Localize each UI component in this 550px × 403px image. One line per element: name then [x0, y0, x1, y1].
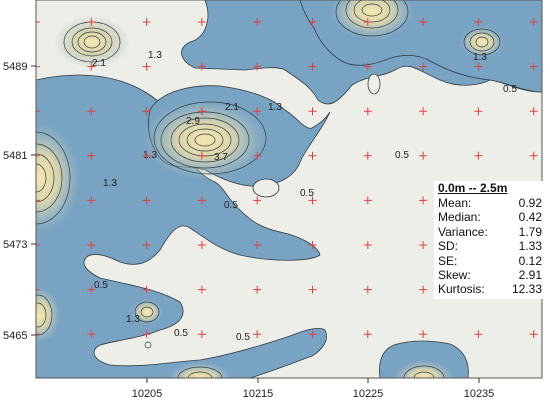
stat-row-mean: Mean: 0.92 — [434, 196, 546, 210]
contour-label: 3.7 — [214, 152, 228, 163]
stat-label: Mean: — [438, 196, 471, 210]
stat-label: SE: — [438, 254, 457, 268]
stat-value: 0.12 — [519, 254, 542, 268]
stat-label: Skew: — [438, 268, 471, 282]
y-tick-label: 5465 — [3, 330, 27, 342]
x-axis-labels: 10205 10215 10225 10235 — [132, 388, 495, 400]
contour-label: 1.3 — [103, 178, 117, 189]
stat-row-median: Median: 0.42 — [434, 210, 546, 224]
contour-label: 2.1 — [225, 102, 239, 113]
stat-value: 1.79 — [519, 225, 542, 239]
peak-left — [0, 123, 80, 233]
contour-label: 0.5 — [395, 150, 409, 161]
stat-row-kurtosis: Kurtosis: 12.33 — [434, 282, 546, 296]
stat-row-sd: SD: 1.33 — [434, 239, 546, 253]
stat-value: 12.33 — [512, 282, 542, 296]
stat-label: Variance: — [438, 225, 488, 239]
stat-label: Kurtosis: — [438, 282, 485, 296]
contour-label: 0.5 — [174, 328, 188, 339]
hole-tiny — [368, 74, 380, 94]
contour-label: 1.3 — [126, 314, 140, 325]
stat-label: Median: — [438, 210, 481, 224]
stat-row-se: SE: 0.12 — [434, 254, 546, 268]
stat-value: 0.42 — [519, 210, 542, 224]
stat-value: 2.91 — [519, 268, 542, 282]
hole-small — [253, 179, 279, 197]
stat-value: 0.92 — [519, 196, 542, 210]
stat-row-variance: Variance: 1.79 — [434, 225, 546, 239]
contour-label: 0.5 — [236, 332, 250, 343]
contour-label: 1.3 — [148, 50, 162, 61]
statistics-panel: 0.0m -- 2.5m Mean: 0.92 Median: 0.42 Varia… — [434, 181, 546, 299]
y-tick-label: 5489 — [3, 61, 27, 73]
stat-value: 1.33 — [519, 239, 542, 253]
x-tick-label: 10215 — [243, 388, 274, 400]
x-tick-label: 10225 — [353, 388, 384, 400]
contour-label: 1.3 — [473, 52, 487, 63]
contour-label: 2.1 — [92, 58, 106, 69]
stat-row-skew: Skew: 2.91 — [434, 268, 546, 282]
contour-label: 0.5 — [224, 200, 238, 211]
contour-label: 1.3 — [268, 102, 282, 113]
stat-label: SD: — [438, 239, 458, 253]
x-tick-label: 10205 — [132, 388, 163, 400]
y-tick-label: 5481 — [3, 150, 27, 162]
contour-label: 2.9 — [186, 116, 200, 127]
contour-label: 0.5 — [94, 280, 108, 291]
contour-label: 0.5 — [503, 84, 517, 95]
y-tick-label: 5473 — [3, 239, 27, 251]
x-tick-label: 10235 — [464, 388, 495, 400]
statistics-title: 0.0m -- 2.5m — [434, 181, 546, 196]
y-axis-labels: 5489 5481 5473 5465 — [3, 61, 27, 342]
